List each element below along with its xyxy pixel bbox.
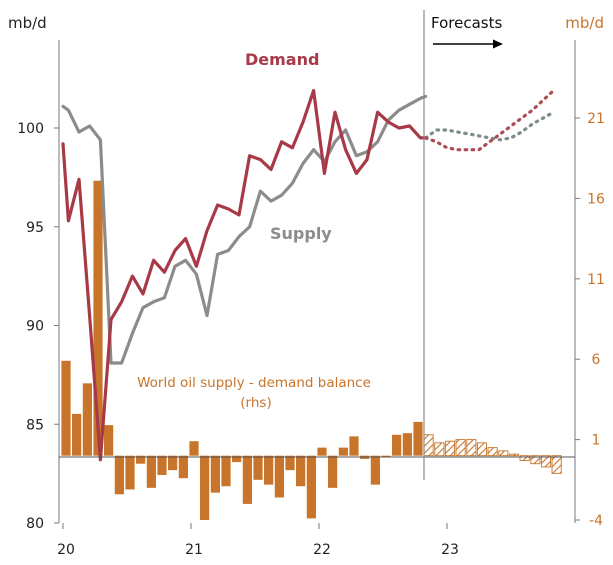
balance-bar — [168, 455, 178, 471]
balance-bar — [274, 455, 284, 498]
right-tick-label: 1 — [592, 433, 601, 449]
balance-bar — [253, 455, 263, 480]
bars-layer — [61, 180, 562, 520]
right-tick-label: 16 — [587, 191, 605, 207]
right-tick-label: 21 — [587, 111, 605, 127]
balance-bar — [370, 455, 380, 485]
right-tick-label: -4 — [589, 513, 603, 529]
supply-label: Supply — [270, 224, 332, 243]
balance-bar — [242, 455, 252, 504]
x-tick-label: 21 — [185, 542, 203, 558]
left-axis-unit: mb/d — [8, 14, 47, 32]
balance-bar — [296, 455, 306, 487]
balance-bar — [72, 413, 82, 456]
balance-bar — [146, 455, 156, 488]
demand-line — [61, 88, 428, 462]
left-tick-label: 100 — [17, 121, 44, 137]
left-tick-label: 80 — [26, 516, 44, 532]
demand-forecast-line — [424, 88, 556, 152]
balance-forecast-bar — [434, 442, 445, 457]
right-axis-unit: mb/d — [565, 14, 604, 32]
demand-label: Demand — [245, 50, 319, 69]
balance-forecast-bar — [444, 440, 456, 457]
balance-bar — [328, 455, 338, 488]
balance-forecast-bar — [498, 450, 509, 457]
balance-bar — [125, 455, 135, 490]
balance-bar — [413, 421, 423, 456]
balance-forecast-bar — [519, 455, 530, 461]
balance-forecast-bar — [487, 447, 498, 457]
balance-bar — [157, 455, 167, 475]
balance-bar — [61, 360, 71, 456]
balance-bar — [178, 455, 188, 479]
balance-label-rhs: (rhs) — [240, 395, 271, 411]
balance-forecast-bar — [455, 439, 466, 457]
left-tick-label: 90 — [26, 319, 44, 335]
balance-forecast-bar — [540, 455, 552, 468]
balance-bar — [306, 455, 316, 519]
lines-layer — [61, 88, 556, 462]
balance-forecast-bar — [551, 455, 562, 474]
balance-label: World oil supply - demand balance — [137, 375, 371, 391]
balance-bar — [349, 436, 359, 456]
balance-bar — [392, 434, 402, 456]
left-tick-label: 95 — [26, 220, 44, 236]
balance-bar — [210, 455, 220, 493]
balance-bar — [136, 455, 146, 464]
balance-bar — [264, 455, 274, 485]
balance-forecast-bar — [530, 455, 541, 465]
balance-bar — [93, 180, 103, 456]
balance-bar — [338, 447, 348, 456]
balance-bar — [221, 455, 231, 487]
right-tick-label: 6 — [592, 352, 601, 368]
left-tick-label: 85 — [26, 417, 44, 433]
balance-forecast-bar — [466, 439, 477, 457]
right-axis-ticks: 21 16 11 6 1 -4 — [575, 111, 605, 529]
balance-bar — [200, 455, 210, 520]
balance-bar — [317, 447, 327, 456]
balance-forecast-bar — [423, 434, 434, 457]
right-tick-label: 11 — [587, 272, 605, 288]
forecast-label: Forecasts — [431, 14, 502, 32]
balance-bar — [232, 455, 242, 463]
x-tick-marks — [62, 523, 448, 529]
x-tick-label: 22 — [313, 542, 331, 558]
x-tick-label: 20 — [57, 542, 75, 558]
balance-bar — [114, 455, 124, 495]
balance-bar — [285, 455, 295, 471]
left-axis-ticks: 100 95 90 85 80 — [17, 121, 59, 532]
balance-bar — [104, 425, 114, 456]
x-tick-label: 23 — [441, 542, 459, 558]
balance-forecast-bar — [476, 442, 488, 457]
balance-bar — [82, 383, 92, 456]
supply-forecast-line — [424, 110, 556, 142]
forecast-arrowhead — [493, 39, 503, 49]
balance-forecast-bar — [508, 453, 520, 457]
x-axis-ticks: 20 21 22 23 — [57, 542, 459, 558]
balance-bar — [402, 433, 412, 456]
balance-bar — [189, 441, 199, 456]
balance-bar — [381, 455, 391, 457]
